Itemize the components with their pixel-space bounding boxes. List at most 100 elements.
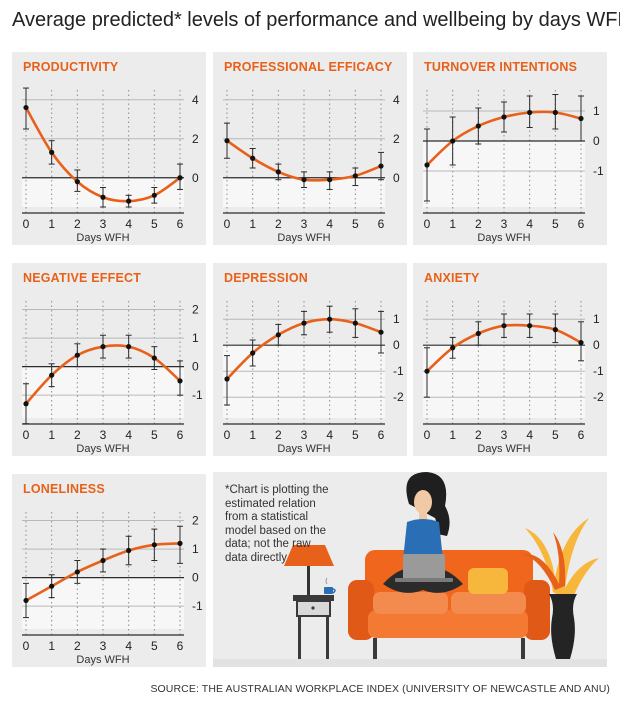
chart-plot: 4 2 0 0 1 2 3 4 5 6 Days WFH [223, 90, 400, 244]
x-tick-label: 2 [475, 217, 482, 231]
x-axis-label: Days WFH [76, 232, 129, 244]
data-point [23, 401, 29, 407]
x-axis-label: Days WFH [76, 654, 129, 666]
wfh-illustration [213, 472, 607, 667]
chart-plot: 1 0 -1 -2 0 1 2 3 4 5 6 Days WFH [223, 301, 404, 455]
data-point [49, 372, 55, 378]
y-tick-label: -1 [593, 164, 604, 178]
y-tick-label: 2 [393, 132, 400, 146]
x-tick-label: 0 [23, 639, 30, 653]
data-point [378, 163, 384, 169]
x-axis-label: Days WFH [477, 443, 530, 455]
x-tick-label: 1 [449, 428, 456, 442]
data-point [275, 332, 281, 338]
data-point [501, 323, 507, 329]
x-tick-label: 2 [475, 428, 482, 442]
data-point [23, 104, 29, 111]
data-point [126, 547, 132, 554]
x-tick-label: 2 [275, 428, 282, 442]
data-point [424, 368, 430, 374]
x-axis-label: Days WFH [76, 443, 129, 455]
x-tick-label: 4 [526, 217, 533, 231]
loneliness-chart: LONELINESS 2 1 0 -1 0 1 2 3 4 5 6 Days WFH [12, 474, 206, 667]
y-tick-label: -1 [393, 364, 404, 378]
data-point [250, 350, 256, 356]
y-tick-label: 0 [593, 338, 600, 352]
chart-plot: 2 1 0 -1 0 1 2 3 4 5 6 Days WFH [22, 512, 203, 666]
data-point [23, 597, 29, 604]
data-point [250, 155, 256, 161]
data-point [177, 175, 183, 181]
x-tick-label: 2 [74, 428, 81, 442]
y-tick-label: 1 [192, 331, 199, 345]
chart-title: LONELINESS [23, 482, 105, 496]
lamp-icon [284, 545, 334, 596]
data-point [352, 320, 358, 326]
x-tick-label: 1 [249, 428, 256, 442]
y-tick-label: 2 [192, 132, 199, 146]
x-tick-label: 4 [125, 639, 132, 653]
woman-icon [383, 472, 463, 593]
x-tick-label: 0 [23, 217, 30, 231]
turnover-intentions-chart: TURNOVER INTENTIONS 1 0 -1 0 1 2 3 4 5 6 Days WFH [413, 52, 607, 245]
chart-title: NEGATIVE EFFECT [23, 271, 142, 285]
data-point [126, 198, 132, 204]
data-point [378, 329, 384, 335]
x-tick-label: 0 [424, 217, 431, 231]
x-tick-label: 1 [48, 639, 55, 653]
data-point [49, 149, 55, 155]
x-tick-label: 2 [74, 639, 81, 653]
data-point [275, 169, 281, 175]
x-tick-label: 1 [48, 217, 55, 231]
data-point [475, 330, 481, 337]
y-tick-label: 1 [192, 542, 199, 556]
x-tick-label: 4 [125, 428, 132, 442]
y-tick-label: 2 [192, 303, 199, 317]
x-axis-label: Days WFH [277, 443, 330, 455]
data-point [224, 138, 230, 144]
x-tick-label: 5 [552, 217, 559, 231]
zero-band [423, 141, 585, 207]
x-tick-label: 6 [578, 428, 585, 442]
x-tick-label: 3 [301, 428, 308, 442]
x-tick-label: 4 [326, 217, 333, 231]
data-point [100, 557, 106, 564]
y-tick-label: 1 [593, 104, 600, 118]
data-point [475, 123, 481, 129]
data-point [450, 345, 456, 351]
chart-title: DEPRESSION [224, 271, 308, 285]
y-tick-label: -1 [192, 388, 203, 402]
data-point [74, 179, 80, 185]
x-tick-label: 5 [352, 428, 359, 442]
x-tick-label: 3 [501, 428, 508, 442]
anxiety-chart: ANXIETY 1 0 -1 -2 0 1 2 3 4 5 6 Days WFH [413, 263, 607, 456]
chart-plot: 1 0 -1 -2 0 1 2 3 4 5 6 Days WFH [423, 301, 604, 455]
x-tick-label: 2 [74, 217, 81, 231]
x-tick-label: 6 [378, 428, 385, 442]
x-tick-label: 0 [23, 428, 30, 442]
side-table-icon [293, 595, 334, 659]
x-axis-label: Days WFH [477, 232, 530, 244]
chart-footnote: *Chart is plotting the estimated relatio… [225, 484, 329, 564]
data-point [224, 376, 230, 382]
x-tick-label: 2 [275, 217, 282, 231]
data-point [151, 542, 157, 548]
y-tick-label: 0 [192, 360, 199, 374]
data-point [301, 320, 307, 326]
y-tick-label: 0 [393, 338, 400, 352]
x-axis-label: Days WFH [277, 232, 330, 244]
page-title: Average predicted* levels of performance… [12, 9, 620, 31]
y-tick-label: 1 [393, 312, 400, 326]
data-point [327, 316, 333, 322]
depression-chart: DEPRESSION 1 0 -1 -2 0 1 2 3 4 5 6 Days WFH [213, 263, 407, 456]
data-point [501, 114, 507, 120]
y-tick-label: 0 [192, 171, 199, 185]
x-tick-label: 1 [48, 428, 55, 442]
x-tick-label: 1 [449, 217, 456, 231]
x-tick-label: 3 [100, 639, 107, 653]
x-tick-label: 0 [224, 428, 231, 442]
data-point [74, 352, 80, 358]
professional-efficacy-chart: PROFESSIONAL EFFICACY 4 2 0 0 1 2 3 4 5 6 Days WFH [213, 52, 407, 245]
chart-title: PRODUCTIVITY [23, 60, 119, 74]
data-point [450, 138, 456, 144]
